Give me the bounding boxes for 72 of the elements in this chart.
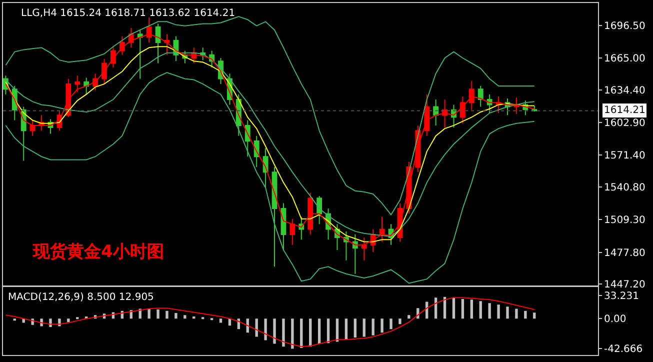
bar: [309, 318, 312, 347]
bar: [166, 310, 168, 319]
candlestick: [433, 99, 438, 126]
candlestick: [308, 192, 314, 235]
annotation: 现货黄金4小时图: [32, 242, 164, 262]
candlestick: [272, 166, 278, 268]
y-tick-label: 1571.40: [604, 150, 646, 162]
bar: [354, 318, 357, 338]
bar: [273, 318, 276, 344]
bar: [219, 318, 222, 323]
y-tick-label: 1477.80: [604, 248, 646, 259]
bar: [524, 310, 527, 319]
bar: [398, 318, 402, 324]
bar: [461, 298, 464, 319]
y-tick-label: 0.00: [604, 314, 626, 326]
candlestick: [155, 23, 161, 64]
bar: [533, 312, 536, 319]
candlestick: [84, 77, 90, 95]
bar: [174, 312, 178, 319]
candlestick: [352, 234, 358, 274]
bar: [372, 318, 374, 336]
bar: [497, 304, 500, 319]
bar: [488, 303, 491, 319]
bar: [362, 318, 366, 337]
bar: [408, 315, 410, 319]
candlestick: [30, 120, 36, 136]
bar: [148, 308, 150, 319]
y-tick-label: 1447.20: [604, 280, 646, 291]
ref-line-label: 1614.21: [604, 105, 646, 116]
candlestick: [102, 58, 107, 84]
bar: [506, 306, 509, 319]
text: MACD(12,26,9) 8.500 12.905: [8, 292, 154, 303]
candlestick: [379, 216, 385, 242]
y-tick-label: -42.666: [604, 344, 643, 355]
bar: [291, 318, 294, 349]
candlestick: [424, 94, 430, 136]
y-tick-label: 1634.40: [604, 85, 646, 96]
y-tick-label: 1509.30: [604, 215, 646, 226]
y-tick-label: 1696.50: [604, 20, 646, 32]
bar: [515, 308, 518, 319]
bar: [479, 301, 482, 319]
bar: [380, 318, 384, 333]
bar: [67, 318, 70, 322]
candlestick: [244, 120, 250, 158]
line-series: [5, 16, 535, 216]
y-tick-label: 1602.90: [604, 118, 646, 129]
bar: [156, 309, 160, 319]
candlestick: [468, 80, 474, 110]
y-tick-label: 1540.80: [604, 182, 646, 194]
text: LLG,H4 1615.24 1618.71 1613.62 1614.21: [21, 8, 236, 19]
candlestick: [478, 86, 484, 108]
candlestick: [316, 196, 322, 225]
bar: [184, 315, 186, 319]
candlestick: [110, 46, 116, 68]
bar: [264, 318, 267, 340]
bar: [452, 298, 456, 319]
y-tick-label: 1665.00: [604, 54, 646, 65]
bar: [470, 300, 473, 319]
bar: [282, 318, 285, 347]
candlestick: [460, 96, 466, 124]
candlestick: [262, 148, 268, 188]
candlestick: [514, 96, 520, 115]
line-series: [5, 72, 535, 284]
candlestick: [137, 29, 143, 80]
bar: [344, 318, 348, 340]
candlestick: [74, 75, 80, 93]
bar: [300, 318, 303, 348]
candlestick: [442, 99, 448, 128]
y-tick-label: 33.231: [604, 290, 639, 302]
candlestick: [280, 202, 286, 251]
bar: [318, 318, 321, 344]
bar: [390, 318, 392, 330]
